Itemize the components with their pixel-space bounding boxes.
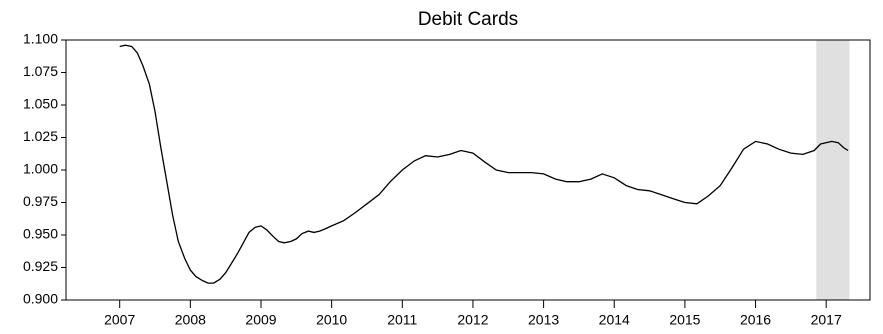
x-tick-label: 2007: [104, 312, 135, 328]
y-tick-label: 1.075: [23, 63, 58, 79]
x-tick-label: 2008: [175, 312, 206, 328]
y-tick-label: 1.025: [23, 128, 58, 144]
x-tick-label: 2017: [811, 312, 842, 328]
y-tick-label: 0.925: [23, 258, 58, 274]
x-tick-label: 2010: [316, 312, 347, 328]
x-tick-label: 2015: [669, 312, 700, 328]
x-tick-label: 2016: [740, 312, 771, 328]
y-tick-label: 1.050: [23, 96, 58, 112]
y-tick-label: 0.900: [23, 291, 58, 307]
x-tick-label: 2014: [599, 312, 630, 328]
y-tick-label: 0.950: [23, 226, 58, 242]
shaded-region: [816, 40, 850, 300]
data-line: [119, 44, 849, 284]
x-tick-label: 2009: [245, 312, 276, 328]
y-tick-label: 1.100: [23, 31, 58, 47]
x-tick-label: 2013: [528, 312, 559, 328]
x-tick-label: 2011: [387, 312, 417, 328]
chart-title: Debit Cards: [418, 9, 518, 30]
y-tick-label: 0.975: [23, 193, 58, 209]
x-tick-label: 2012: [457, 312, 488, 328]
y-tick-label: 1.000: [23, 161, 58, 177]
